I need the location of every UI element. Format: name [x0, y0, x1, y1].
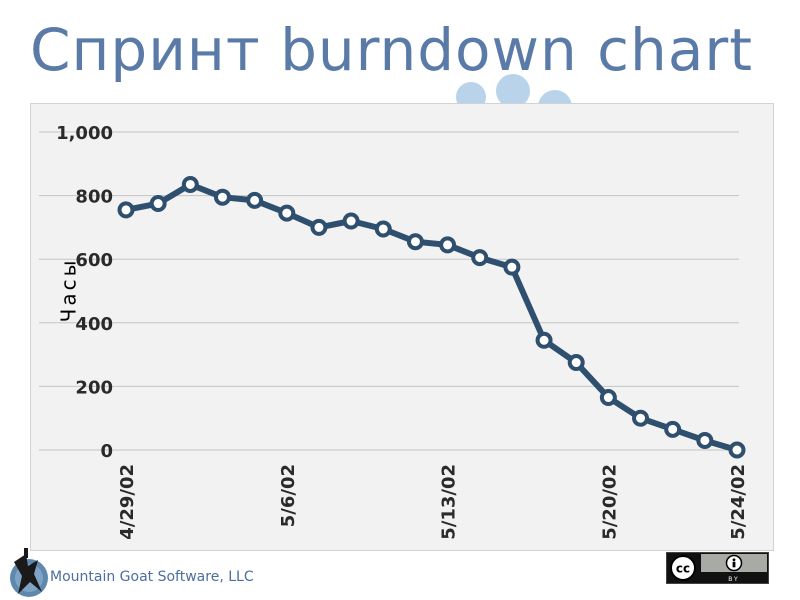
- data-point: [117, 201, 135, 219]
- x-tick-label: 4/29/02: [117, 464, 138, 540]
- x-tick-label: 5/20/02: [599, 464, 620, 540]
- y-tick-label: 200: [75, 377, 113, 398]
- attribution-icon: [725, 554, 743, 572]
- data-point: [599, 389, 617, 407]
- y-tick-label: 1,000: [56, 123, 113, 144]
- data-point: [310, 218, 328, 236]
- company-name: Mountain Goat Software, LLC: [50, 569, 254, 585]
- data-point: [471, 249, 489, 267]
- data-point: [728, 441, 746, 459]
- x-tick-label: 5/24/02: [728, 464, 749, 540]
- data-point: [567, 354, 585, 372]
- x-tick-label: 5/13/02: [439, 464, 460, 540]
- data-point: [632, 409, 650, 427]
- data-point: [278, 204, 296, 222]
- series-line: [123, 181, 740, 453]
- data-point: [374, 220, 392, 238]
- data-point: [406, 233, 424, 251]
- y-tick-label: 0: [100, 441, 113, 462]
- data-point: [246, 191, 264, 209]
- x-tick-label: 5/6/02: [278, 464, 299, 527]
- license-badge: cc BY: [666, 552, 769, 584]
- data-point: [535, 331, 553, 349]
- data-point: [439, 236, 457, 254]
- license-badge-graphic: cc BY: [670, 554, 767, 583]
- by-label: BY: [728, 576, 739, 583]
- data-point: [503, 258, 521, 276]
- data-point: [181, 175, 199, 193]
- slide-title: Спринт burndown chart: [30, 16, 753, 84]
- data-point: [696, 431, 714, 449]
- data-point: [664, 420, 682, 438]
- y-axis-label: Часы: [56, 257, 81, 323]
- mountain-goat-logo-icon: [10, 548, 48, 597]
- y-tick-label: 800: [75, 187, 113, 208]
- y-tick-label: 600: [75, 250, 113, 271]
- data-point: [342, 212, 360, 230]
- chart-panel: 0 200 400 600 800 1,000 4/29/02 5/6/02 5/13/02 5/…: [30, 103, 774, 551]
- cc-icon: cc: [670, 555, 696, 581]
- burndown-chart: 0 200 400 600 800 1,000 4/29/02 5/6/02 5/13/02 5/…: [39, 123, 749, 540]
- data-point: [213, 188, 231, 206]
- svg-text:cc: cc: [676, 562, 690, 576]
- y-tick-label: 400: [75, 314, 113, 335]
- data-point: [149, 195, 167, 213]
- decorative-bubble: [496, 74, 530, 108]
